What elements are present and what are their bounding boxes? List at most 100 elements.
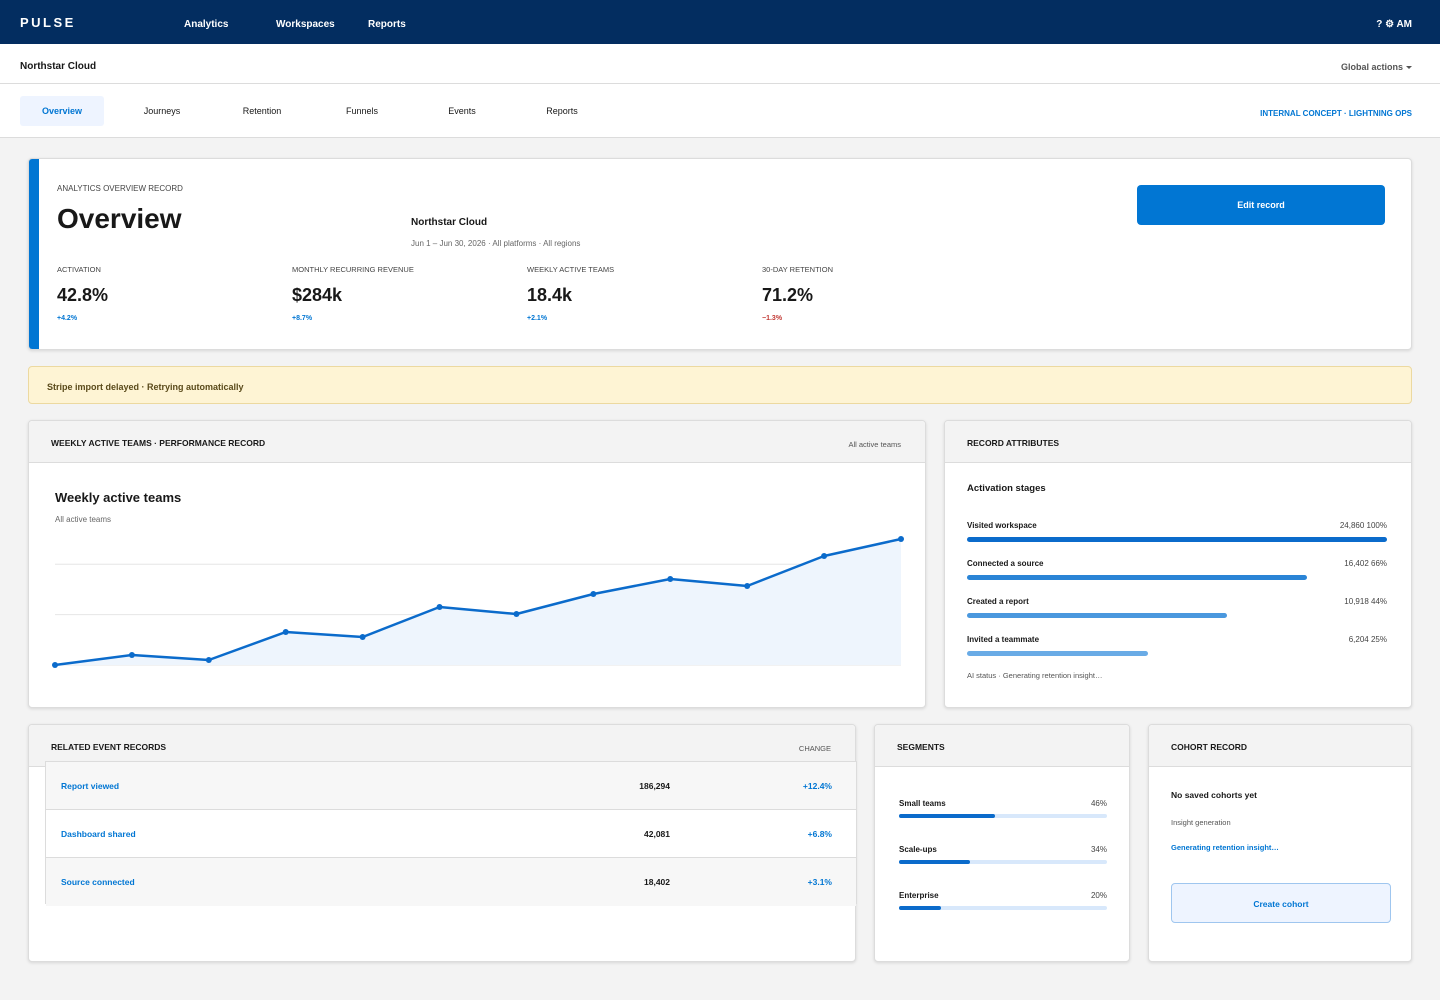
event-name-link[interactable]: Report viewed: [61, 781, 120, 791]
chevron-down-icon: [1406, 66, 1412, 70]
tab-bar: Overview Journeys Retention Funnels Even…: [0, 84, 1440, 138]
kpi-weekly-active-teams: WEEKLY ACTIVE TEAMS 18.4k +2.1%: [527, 265, 747, 322]
panel-header: RELATED EVENT RECORDS CHANGE: [29, 725, 855, 767]
kpi-value: 18.4k: [527, 285, 573, 305]
insight-generation-label: Insight generation: [1171, 818, 1231, 827]
panel-title: SEGMENTS: [897, 742, 945, 752]
segment-percent: 34%: [1090, 845, 1107, 854]
page-title: Overview: [57, 203, 182, 234]
tab-journeys[interactable]: Journeys: [143, 106, 181, 116]
segment-scale-ups: Scale-ups 34%: [899, 845, 1107, 865]
tab-events[interactable]: Events: [448, 106, 476, 116]
stage-bar: [967, 537, 1387, 542]
warning-text: Stripe import delayed · Retrying automat…: [47, 382, 244, 392]
stage-bar: [967, 651, 1148, 656]
tab-overview[interactable]: Overview: [20, 96, 104, 126]
related-events-card: RELATED EVENT RECORDS CHANGE Report view…: [28, 724, 857, 962]
event-change: +3.1%: [807, 877, 832, 887]
create-cohort-button[interactable]: Create cohort: [1171, 883, 1391, 923]
kpi-label: ACTIVATION: [57, 265, 101, 274]
stage-value: 16,402 66%: [1344, 559, 1387, 568]
segment-small-teams: Small teams 46%: [899, 799, 1107, 819]
warning-banner: Stripe import delayed · Retrying automat…: [28, 366, 1412, 404]
data-point: [667, 576, 674, 582]
kpi-delta: +2.1%: [527, 315, 548, 322]
event-count: 186,294: [639, 781, 670, 791]
performance-card: WEEKLY ACTIVE TEAMS · PERFORMANCE RECORD…: [28, 420, 926, 708]
insight-status: Generating retention insight…: [1171, 843, 1279, 852]
tab-reports[interactable]: Reports: [546, 106, 578, 116]
org-name: Northstar Cloud: [411, 217, 488, 228]
stage-visited-workspace: Visited workspace 24,860 100%: [967, 521, 1387, 551]
event-change: +12.4%: [802, 781, 832, 791]
kpi-label: WEEKLY ACTIVE TEAMS: [527, 265, 615, 274]
segment-label: Small teams: [899, 799, 946, 808]
segment-fill: [899, 814, 995, 818]
brand-logo[interactable]: PULSE: [20, 15, 76, 30]
stage-label: Created a report: [967, 597, 1029, 606]
stage-value: 10,918 44%: [1344, 597, 1387, 606]
panel-title: RECORD ATTRIBUTES: [967, 438, 1060, 448]
panel-title: COHORT RECORD: [1171, 742, 1248, 752]
event-name-link[interactable]: Dashboard shared: [61, 829, 136, 839]
data-point: [359, 634, 366, 640]
ai-status: AI status · Generating retention insight…: [967, 671, 1103, 680]
change-column-header: CHANGE: [798, 744, 831, 753]
stage-created-report: Created a report 10,918 44%: [967, 597, 1387, 627]
series-line: [54, 537, 902, 667]
panel-header: SEGMENTS: [875, 725, 1129, 767]
data-point: [590, 591, 597, 597]
table-row[interactable]: Report viewed 186,294 +12.4%: [46, 762, 856, 810]
data-point: [52, 662, 58, 668]
context-bar: Northstar Cloud Global actions: [0, 44, 1440, 84]
chart-title: Weekly active teams: [55, 490, 182, 505]
chart-subtitle: All active teams: [55, 515, 112, 524]
kpi-value: 42.8%: [57, 285, 109, 305]
user-menu[interactable]: ? ⚙ AM: [1376, 19, 1412, 30]
kpi-label: 30-DAY RETENTION: [762, 265, 833, 274]
tab-retention[interactable]: Retention: [242, 106, 282, 116]
data-point: [436, 604, 443, 610]
segment-fill: [899, 860, 970, 864]
top-bar: PULSE Analytics Workspaces Reports ? ⚙ A…: [0, 0, 1440, 44]
event-name-link[interactable]: Source connected: [61, 877, 135, 887]
nav-workspaces[interactable]: Workspaces: [276, 19, 335, 30]
stage-bar: [967, 613, 1228, 618]
segments-card: SEGMENTS Small teams 46% Scale-ups 34% E…: [874, 724, 1130, 962]
cohort-record-card: COHORT RECORD No saved cohorts yet Insig…: [1148, 724, 1412, 962]
segment-track: [899, 860, 1107, 864]
global-actions-menu[interactable]: Global actions: [1341, 62, 1412, 72]
data-point: [821, 553, 828, 559]
nav-analytics[interactable]: Analytics: [184, 19, 229, 30]
segment-enterprise: Enterprise 20%: [899, 891, 1107, 911]
data-point: [128, 652, 135, 658]
nav-reports[interactable]: Reports: [368, 19, 406, 30]
kpi-delta: +8.7%: [292, 315, 313, 322]
kpi-label: MONTHLY RECURRING REVENUE: [292, 265, 414, 274]
table-row[interactable]: Source connected 18,402 +3.1%: [46, 858, 856, 906]
stage-value: 24,860 100%: [1339, 521, 1387, 530]
panel-title: WEEKLY ACTIVE TEAMS · PERFORMANCE RECORD: [51, 438, 266, 448]
data-point: [898, 536, 904, 542]
segment-filter[interactable]: All active teams: [848, 440, 901, 449]
kpi-activation: ACTIVATION 42.8% +4.2%: [57, 265, 277, 322]
stage-invited-teammate: Invited a teammate 6,204 25%: [967, 635, 1387, 665]
record-attributes-card: RECORD ATTRIBUTES Activation stages Visi…: [944, 420, 1412, 708]
kpi-mrr: MONTHLY RECURRING REVENUE $284k +8.7%: [292, 265, 512, 322]
kpi-delta: +4.2%: [57, 315, 78, 322]
edit-record-button[interactable]: Edit record: [1137, 185, 1385, 225]
event-count: 42,081: [644, 829, 670, 839]
table-row[interactable]: Dashboard shared 42,081 +6.8%: [46, 810, 856, 858]
kpi-value: $284k: [292, 285, 343, 305]
stage-label: Visited workspace: [967, 521, 1037, 530]
kpi-value: 71.2%: [762, 285, 814, 305]
stage-label: Invited a teammate: [967, 635, 1040, 644]
record-type-label: ANALYTICS OVERVIEW RECORD: [57, 184, 183, 193]
segment-track: [899, 906, 1107, 910]
stage-label: Connected a source: [967, 559, 1044, 568]
overview-card: ANALYTICS OVERVIEW RECORD Overview North…: [28, 158, 1412, 350]
data-point: [205, 657, 212, 663]
kpi-retention: 30-DAY RETENTION 71.2% −1.3%: [762, 265, 982, 322]
event-count: 18,402: [644, 877, 670, 887]
tab-funnels[interactable]: Funnels: [345, 106, 379, 116]
